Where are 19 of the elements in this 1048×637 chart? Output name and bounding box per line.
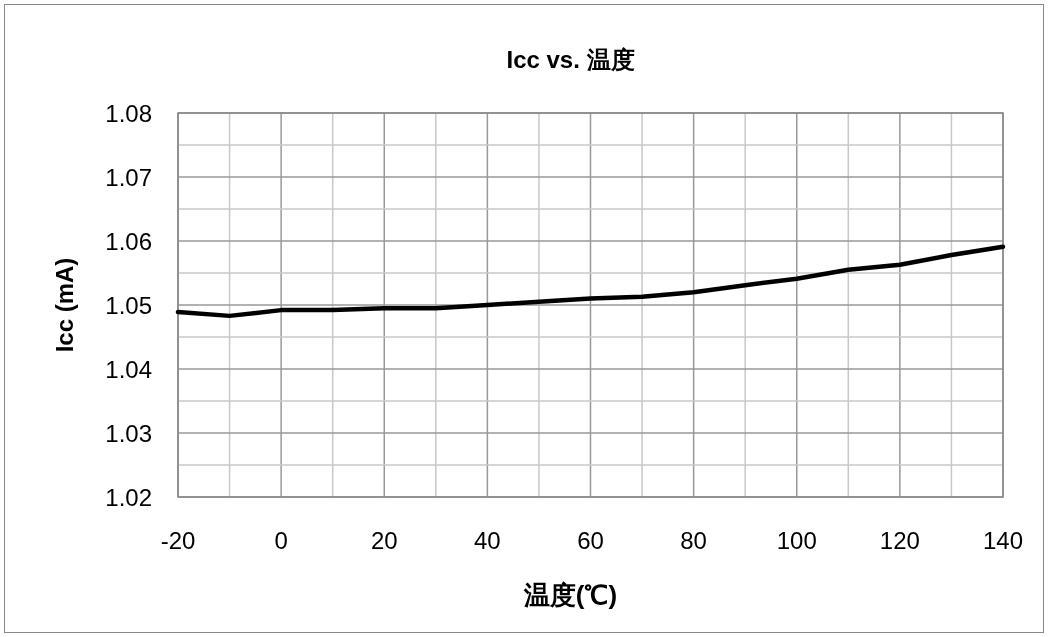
y-tick-label: 1.06 (105, 228, 152, 255)
x-tick-label: -20 (160, 527, 196, 554)
x-tick-label: 20 (370, 527, 398, 554)
x-axis-title: 温度(℃) (522, 580, 618, 610)
x-tick-label: 60 (577, 527, 604, 554)
y-tick-label: 1.03 (105, 420, 152, 447)
x-tick-label: 120 (879, 527, 920, 554)
y-axis-title: Icc (mA) (51, 257, 78, 353)
x-tick-label: 100 (776, 527, 817, 554)
y-tick-label: 1.05 (105, 292, 152, 319)
chart-title: Icc vs. 温度 (506, 46, 635, 73)
x-tick-label: 40 (474, 527, 501, 554)
x-tick-label: 140 (982, 527, 1024, 554)
y-tick-label: 1.02 (105, 484, 152, 511)
y-tick-label: 1.08 (105, 100, 152, 127)
x-tick-label: 0 (274, 527, 288, 554)
y-tick-label: 1.07 (105, 164, 152, 191)
x-tick-label: 80 (680, 527, 707, 554)
y-tick-label: 1.04 (105, 356, 152, 383)
